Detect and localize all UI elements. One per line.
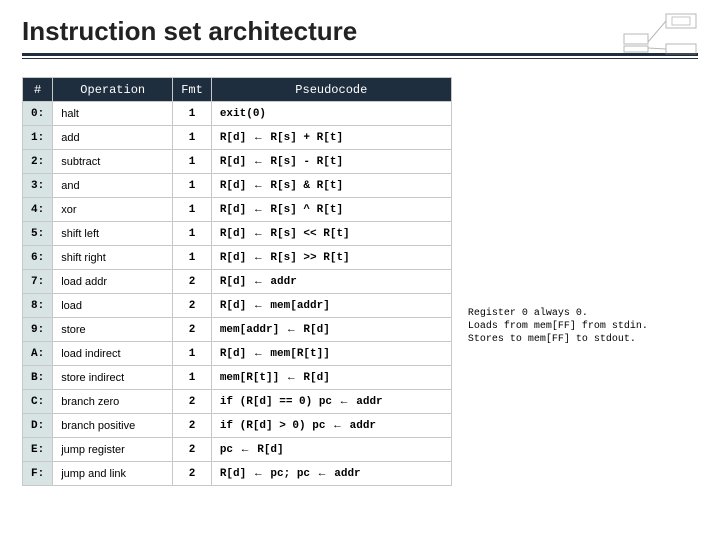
opcode-cell: 6: xyxy=(23,246,53,270)
operation-cell: store indirect xyxy=(53,366,173,390)
instruction-table: # Operation Fmt Pseudocode 0:halt1exit(0… xyxy=(22,77,452,486)
operation-cell: halt xyxy=(53,102,173,126)
format-cell: 1 xyxy=(173,150,212,174)
operation-cell: load xyxy=(53,294,173,318)
table-row: 8:load2R[d] ← mem[addr] xyxy=(23,294,452,318)
pseudocode-cell: R[d] ← R[s] - R[t] xyxy=(211,150,451,174)
opcode-cell: 3: xyxy=(23,174,53,198)
format-cell: 1 xyxy=(173,222,212,246)
operation-cell: load indirect xyxy=(53,342,173,366)
opcode-cell: 2: xyxy=(23,150,53,174)
operation-cell: and xyxy=(53,174,173,198)
format-cell: 1 xyxy=(173,342,212,366)
format-cell: 1 xyxy=(173,366,212,390)
opcode-cell: C: xyxy=(23,390,53,414)
pseudocode-cell: if (R[d] == 0) pc ← addr xyxy=(211,390,451,414)
note-line: Stores to mem[FF] to stdout. xyxy=(468,333,648,346)
opcode-cell: 0: xyxy=(23,102,53,126)
format-cell: 2 xyxy=(173,270,212,294)
opcode-cell: 7: xyxy=(23,270,53,294)
opcode-cell: 8: xyxy=(23,294,53,318)
pseudocode-cell: R[d] ← R[s] & R[t] xyxy=(211,174,451,198)
col-fmt: Fmt xyxy=(173,78,212,102)
table-row: 5:shift left1R[d] ← R[s] << R[t] xyxy=(23,222,452,246)
table-row: B:store indirect1mem[R[t]] ← R[d] xyxy=(23,366,452,390)
table-row: A:load indirect1R[d] ← mem[R[t]] xyxy=(23,342,452,366)
pseudocode-cell: R[d] ← R[s] + R[t] xyxy=(211,126,451,150)
format-cell: 2 xyxy=(173,294,212,318)
pseudocode-cell: R[d] ← pc; pc ← addr xyxy=(211,462,451,486)
pseudocode-cell: if (R[d] > 0) pc ← addr xyxy=(211,414,451,438)
table-row: 1:add1R[d] ← R[s] + R[t] xyxy=(23,126,452,150)
operation-cell: jump register xyxy=(53,438,173,462)
operation-cell: load addr xyxy=(53,270,173,294)
col-pseudo: Pseudocode xyxy=(211,78,451,102)
table-row: 4:xor1R[d] ← R[s] ^ R[t] xyxy=(23,198,452,222)
format-cell: 2 xyxy=(173,390,212,414)
opcode-cell: E: xyxy=(23,438,53,462)
operation-cell: jump and link xyxy=(53,462,173,486)
note-line: Loads from mem[FF] from stdin. xyxy=(468,320,648,333)
opcode-cell: A: xyxy=(23,342,53,366)
operation-cell: add xyxy=(53,126,173,150)
pseudocode-cell: R[d] ← mem[addr] xyxy=(211,294,451,318)
pseudocode-cell: mem[addr] ← R[d] xyxy=(211,318,451,342)
format-cell: 1 xyxy=(173,198,212,222)
opcode-cell: D: xyxy=(23,414,53,438)
page-title: Instruction set architecture xyxy=(22,16,698,47)
pseudocode-cell: pc ← R[d] xyxy=(211,438,451,462)
pseudocode-cell: R[d] ← addr xyxy=(211,270,451,294)
format-cell: 2 xyxy=(173,438,212,462)
pseudocode-cell: R[d] ← R[s] >> R[t] xyxy=(211,246,451,270)
side-notes: Register 0 always 0.Loads from mem[FF] f… xyxy=(468,307,648,346)
table-row: 3:and1R[d] ← R[s] & R[t] xyxy=(23,174,452,198)
table-row: E:jump register2pc ← R[d] xyxy=(23,438,452,462)
opcode-cell: 1: xyxy=(23,126,53,150)
opcode-cell: 9: xyxy=(23,318,53,342)
pseudocode-cell: exit(0) xyxy=(211,102,451,126)
note-line: Register 0 always 0. xyxy=(468,307,648,320)
format-cell: 1 xyxy=(173,126,212,150)
opcode-cell: F: xyxy=(23,462,53,486)
operation-cell: subtract xyxy=(53,150,173,174)
format-cell: 1 xyxy=(173,246,212,270)
table-row: 0:halt1exit(0) xyxy=(23,102,452,126)
opcode-cell: B: xyxy=(23,366,53,390)
pseudocode-cell: R[d] ← mem[R[t]] xyxy=(211,342,451,366)
pseudocode-cell: R[d] ← R[s] ^ R[t] xyxy=(211,198,451,222)
table-row: 2:subtract1R[d] ← R[s] - R[t] xyxy=(23,150,452,174)
operation-cell: branch positive xyxy=(53,414,173,438)
title-underline xyxy=(22,53,698,59)
format-cell: 2 xyxy=(173,414,212,438)
table-row: F:jump and link2R[d] ← pc; pc ← addr xyxy=(23,462,452,486)
operation-cell: branch zero xyxy=(53,390,173,414)
col-op: Operation xyxy=(53,78,173,102)
table-row: D:branch positive2if (R[d] > 0) pc ← add… xyxy=(23,414,452,438)
operation-cell: xor xyxy=(53,198,173,222)
table-row: 7:load addr2R[d] ← addr xyxy=(23,270,452,294)
table-row: 9:store2mem[addr] ← R[d] xyxy=(23,318,452,342)
operation-cell: shift left xyxy=(53,222,173,246)
table-header-row: # Operation Fmt Pseudocode xyxy=(23,78,452,102)
pseudocode-cell: mem[R[t]] ← R[d] xyxy=(211,366,451,390)
operation-cell: shift right xyxy=(53,246,173,270)
table-row: 6:shift right1R[d] ← R[s] >> R[t] xyxy=(23,246,452,270)
format-cell: 2 xyxy=(173,318,212,342)
col-num: # xyxy=(23,78,53,102)
format-cell: 1 xyxy=(173,102,212,126)
pseudocode-cell: R[d] ← R[s] << R[t] xyxy=(211,222,451,246)
architecture-diagram-icon xyxy=(622,12,702,58)
opcode-cell: 5: xyxy=(23,222,53,246)
operation-cell: store xyxy=(53,318,173,342)
table-row: C:branch zero2if (R[d] == 0) pc ← addr xyxy=(23,390,452,414)
format-cell: 2 xyxy=(173,462,212,486)
opcode-cell: 4: xyxy=(23,198,53,222)
format-cell: 1 xyxy=(173,174,212,198)
